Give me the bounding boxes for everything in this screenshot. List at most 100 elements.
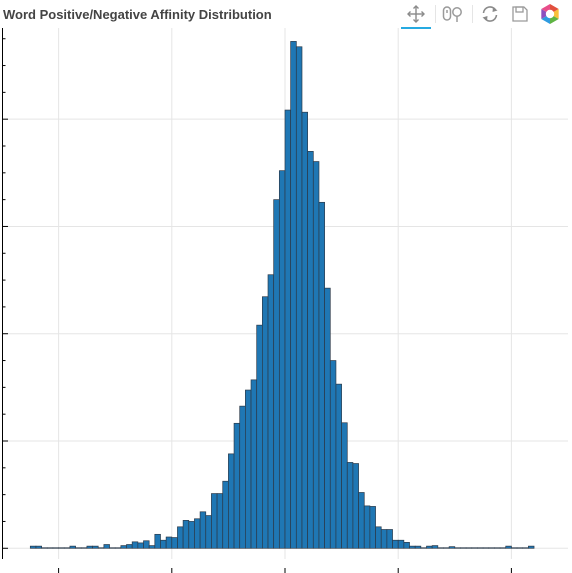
histogram-bar — [392, 539, 399, 549]
histogram-bar — [409, 545, 416, 549]
histogram-bar — [358, 492, 365, 549]
histogram-bar — [295, 46, 303, 549]
histogram-bar — [126, 544, 133, 549]
histogram-bar — [114, 547, 122, 549]
save-icon — [512, 6, 528, 22]
histogram-bar — [335, 383, 342, 549]
histogram-bar — [369, 506, 376, 549]
histogram-bar — [131, 541, 139, 549]
histogram-bar — [262, 296, 269, 549]
histogram-bar — [80, 547, 88, 549]
histogram-bar — [324, 287, 331, 549]
histogram-bar — [397, 539, 405, 549]
histogram-bar — [154, 533, 161, 549]
histogram-bar — [499, 547, 507, 549]
histogram-bar — [160, 539, 167, 549]
histogram-bar — [143, 540, 150, 549]
histogram-bar — [454, 547, 461, 549]
histogram-bar — [228, 453, 235, 549]
histogram-bar — [341, 422, 348, 549]
wheel-zoom-icon — [442, 6, 462, 22]
bokeh-logo[interactable] — [537, 3, 563, 25]
histogram-bar — [318, 201, 325, 549]
histogram-bar — [97, 547, 105, 549]
histogram-bar — [426, 545, 433, 549]
histogram-bar — [290, 41, 297, 549]
histogram-bar — [386, 529, 393, 549]
histogram-bar — [375, 526, 382, 549]
histogram-bar — [63, 547, 71, 549]
histogram-bar — [284, 109, 292, 549]
histogram-bar — [29, 545, 37, 549]
histogram-bar — [437, 547, 444, 549]
histogram-bar — [488, 547, 495, 549]
histogram-bar — [69, 545, 76, 549]
histogram-bar — [41, 547, 48, 549]
toolbar-separator — [435, 5, 436, 23]
histogram-bar — [471, 547, 478, 549]
chart-title: Word Positive/Negative Affinity Distribu… — [3, 7, 272, 22]
histogram-bar — [346, 462, 354, 549]
histogram-bar — [211, 493, 218, 549]
histogram-bar — [199, 511, 207, 549]
histogram-bar — [109, 547, 116, 549]
histogram-bar — [250, 379, 258, 549]
histogram-bar — [522, 547, 529, 549]
histogram-bar — [448, 546, 456, 549]
histogram-bar — [92, 545, 99, 549]
histogram-bar — [205, 515, 212, 549]
histogram-bar — [239, 405, 246, 549]
pan-icon — [407, 5, 425, 23]
reset-tool[interactable] — [477, 3, 503, 25]
histogram-bar — [278, 170, 286, 549]
histogram-bar — [194, 518, 201, 549]
histogram-bar — [312, 161, 320, 549]
histogram-bar — [443, 547, 450, 549]
histogram-bar — [58, 547, 65, 549]
pan-tool[interactable] — [401, 3, 431, 29]
histogram-bar — [494, 547, 501, 549]
histogram-bar — [165, 536, 173, 549]
histogram-bar — [528, 545, 535, 549]
histogram-bar — [380, 529, 388, 549]
histogram-bar — [222, 480, 229, 549]
save-tool[interactable] — [507, 3, 533, 25]
histogram-bar — [188, 521, 195, 549]
histogram-bar — [414, 545, 422, 549]
histogram-bar — [477, 547, 484, 549]
reset-icon — [482, 6, 498, 22]
histogram-bar — [35, 545, 42, 549]
histogram-bar — [460, 547, 467, 549]
wheel-zoom-tool[interactable] — [440, 3, 466, 25]
histogram-bar — [75, 547, 82, 549]
histogram-bar — [148, 545, 156, 549]
histogram-bar — [46, 547, 54, 549]
bokeh-logo-icon — [541, 4, 559, 24]
histogram-bar — [329, 360, 337, 549]
histogram-bar — [267, 274, 275, 549]
histogram-bar — [86, 545, 93, 549]
histogram-bar — [420, 547, 427, 549]
histogram-bar — [505, 545, 512, 549]
histogram-bar — [52, 547, 59, 549]
histogram-bar — [177, 526, 184, 549]
histogram-bar — [182, 520, 190, 549]
histogram-bar — [171, 537, 178, 549]
histogram-bar — [403, 542, 410, 549]
toolbar — [401, 0, 572, 30]
histogram-bar — [482, 547, 490, 549]
histogram-bar — [307, 151, 314, 549]
toolbar-separator — [472, 5, 473, 23]
histogram-bar — [352, 463, 359, 549]
histogram-bar — [301, 111, 308, 549]
histogram-bar — [363, 505, 371, 549]
histogram-bar — [511, 547, 518, 549]
histogram-bar — [516, 547, 524, 549]
histogram-bar — [216, 493, 224, 549]
histogram-bar — [120, 545, 127, 549]
histogram-bar — [137, 542, 144, 549]
histogram-bar — [245, 389, 252, 549]
histogram-bar — [273, 199, 280, 549]
histogram-bar — [103, 544, 110, 549]
